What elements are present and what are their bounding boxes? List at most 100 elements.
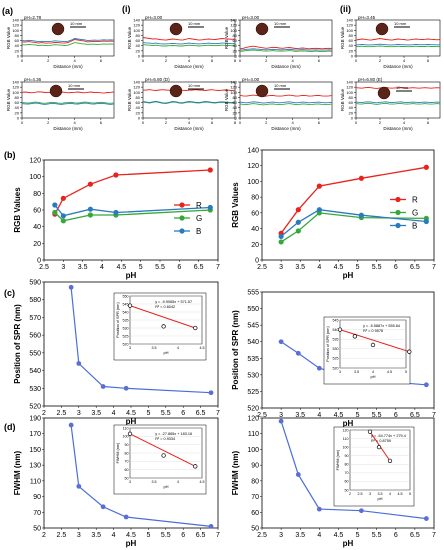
d-right-x-tick-label: 3.5 bbox=[295, 532, 305, 539]
c-left-y-tick-label: 550 bbox=[29, 350, 41, 357]
d-right-y-tick-label: 60 bbox=[251, 510, 259, 517]
a-ii-2-x-tick-label: 6 bbox=[427, 58, 430, 63]
d-left-inset-y-tick-label: 80 bbox=[125, 451, 129, 455]
d-left-inset-point bbox=[193, 464, 198, 469]
b-left-series-R-point bbox=[113, 172, 119, 178]
b-left-y-tick-label: 40 bbox=[33, 224, 41, 231]
c-left-x-axis-label: pH bbox=[126, 417, 137, 426]
b-left-series-B-point bbox=[60, 213, 66, 219]
d-right-inset-y-tick-label: 50 bbox=[345, 488, 349, 492]
b-right-legend-label-B: B bbox=[412, 222, 417, 231]
a-ii-4-x-tick-label: 0 bbox=[355, 120, 358, 125]
d-right-inset-y-tick-label: 120 bbox=[343, 428, 349, 432]
b-left-series-G-point bbox=[87, 212, 93, 218]
a-ii-2-y-tick-label: 100 bbox=[346, 28, 353, 33]
a-i-4-series-G bbox=[142, 101, 236, 105]
a-i-1-x-tick-label: 4 bbox=[73, 58, 76, 63]
a-ii-1-series-B bbox=[239, 48, 333, 51]
c-left-inset-y-tick-label: 545 bbox=[123, 302, 129, 306]
a-ii-4-x-axis-label: Distance (mm) bbox=[383, 126, 413, 131]
c-left-x-tick-label: 2.5 bbox=[57, 410, 67, 417]
c-right-data-point bbox=[295, 350, 301, 356]
a-ii-4-x-tick-label: 4 bbox=[403, 120, 406, 125]
c-right-y-axis-label: Position of SPR (nm) bbox=[231, 310, 240, 390]
a-i-1-y-tick-label: 140 bbox=[12, 18, 19, 23]
d-left-y-tick-label: 170 bbox=[29, 431, 41, 438]
b-right-x-tick-label: 6 bbox=[394, 264, 398, 271]
d-left-data-point bbox=[208, 524, 214, 529]
d-right-y-axis-label: FWHM (nm) bbox=[231, 450, 240, 495]
b-left-y-tick-label: 80 bbox=[33, 191, 41, 198]
c-left-inset-y-label: Position of SPR (nm) bbox=[116, 302, 120, 338]
b-left-series-R-point bbox=[87, 181, 93, 187]
a-i-4-y-tick-label: 120 bbox=[133, 85, 140, 90]
c-left-y-tick-label: 580 bbox=[29, 297, 41, 304]
a-ii-1-y-tick-label: 0 bbox=[235, 54, 238, 59]
c-right-inset-x-tick-label: 4.5 bbox=[387, 370, 392, 374]
b-left-x-tick-label: 6 bbox=[177, 264, 181, 271]
c-right-y-tick-label: 550 bbox=[247, 306, 259, 313]
c-right-y-tick-label: 520 bbox=[247, 406, 259, 413]
b-right-x-tick-label: 7 bbox=[432, 264, 436, 271]
c-left-data-point bbox=[68, 284, 74, 290]
b-left-x-tick-label: 4.5 bbox=[116, 264, 126, 271]
b-right-y-tick-label: 120 bbox=[247, 163, 259, 170]
d-left-x-tick-label: 4 bbox=[112, 532, 116, 539]
a-i-1-y-tick-label: 80 bbox=[15, 33, 20, 38]
a-i-4-plot bbox=[141, 81, 236, 120]
c-left-x-tick-label: 4 bbox=[112, 410, 116, 417]
a-i-4-y-tick-label: 100 bbox=[133, 90, 140, 95]
a-ii-3-x-tick-label: 6 bbox=[318, 120, 321, 125]
b-right-legend-marker-R bbox=[395, 196, 401, 203]
a-ii-1-y-axis-label: RGB Value bbox=[224, 26, 229, 49]
a-ii-2-x-tick-label: 0 bbox=[355, 58, 358, 63]
a-i-3-x-axis-label: Distance (mm) bbox=[53, 126, 83, 131]
b-left-series-G-point bbox=[52, 209, 58, 216]
d-right-y-tick-label: 120 bbox=[247, 416, 259, 423]
a-i-3-x-tick-label: 0 bbox=[21, 120, 24, 125]
a-i-3-y-tick-label: 140 bbox=[12, 80, 19, 85]
c-right-data-point bbox=[423, 382, 429, 388]
a-ii-4-y-tick-label: 100 bbox=[346, 90, 353, 95]
c-left-inset-x-tick-label: 4.5 bbox=[200, 346, 205, 350]
b-right-x-tick-label: 2.5 bbox=[257, 264, 267, 271]
b-right-series-B-point bbox=[423, 218, 429, 225]
b-right-y-tick-label: 20 bbox=[251, 242, 259, 249]
a-ii-3-series-G bbox=[239, 103, 333, 106]
d-right-y-tick-label: 100 bbox=[247, 447, 259, 454]
a-i-3-x-tick-label: 2 bbox=[47, 120, 50, 125]
b-right-series-R-point bbox=[423, 164, 429, 170]
a-i-4-series-B bbox=[142, 100, 236, 104]
a-ii-1-y-tick-label: 40 bbox=[233, 43, 238, 48]
c-right-x-tick-label: 3.5 bbox=[295, 412, 305, 419]
d-left-y-tick-label: 130 bbox=[29, 463, 41, 470]
c-right-data-point bbox=[278, 339, 284, 345]
d-right-x-tick-label: 4.5 bbox=[334, 532, 344, 539]
a-i-1-y-tick-label: 120 bbox=[12, 23, 19, 28]
b-left-series-B-point bbox=[113, 209, 119, 216]
a-i-3-ph-label: pH=4.36 bbox=[24, 77, 42, 82]
c-left-inset-r2: R² = 0.6042 bbox=[155, 305, 175, 309]
a-ii-3-series-R bbox=[239, 94, 333, 97]
c-right-y-tick-label: 535 bbox=[247, 356, 259, 363]
c-right-inset-x-tick-label: 3.5 bbox=[354, 370, 359, 374]
d-right-x-tick-label: 7 bbox=[432, 532, 436, 539]
a-ii-4-y-tick-label: 40 bbox=[349, 105, 354, 110]
c-left-data-point bbox=[208, 390, 214, 396]
c-left-x-tick-label: 6 bbox=[181, 410, 185, 417]
a-ii-2-y-axis-label: RGB Value bbox=[340, 26, 345, 49]
d-right-x-tick-label: 6 bbox=[394, 532, 398, 539]
a-i-4-x-tick-label: 4 bbox=[188, 120, 191, 125]
d-right-inset-x-label: pH bbox=[377, 496, 382, 501]
d-right-inset-point bbox=[376, 444, 382, 450]
d-right-x-tick-label: 6.5 bbox=[410, 532, 420, 539]
a-i-3-y-tick-label: 80 bbox=[15, 95, 20, 100]
d-left-x-tick-label: 3 bbox=[77, 532, 81, 539]
a-ii-2-x-tick-label: 4 bbox=[403, 58, 406, 63]
a-ii-2-series-B bbox=[355, 43, 441, 46]
c-right-inset-r2: R² = 0.9578 bbox=[363, 329, 383, 333]
b-right-series-B-point bbox=[358, 212, 364, 218]
a-ii-2-y-tick-label: 40 bbox=[349, 43, 354, 48]
b-right-series-G-point bbox=[295, 228, 301, 234]
